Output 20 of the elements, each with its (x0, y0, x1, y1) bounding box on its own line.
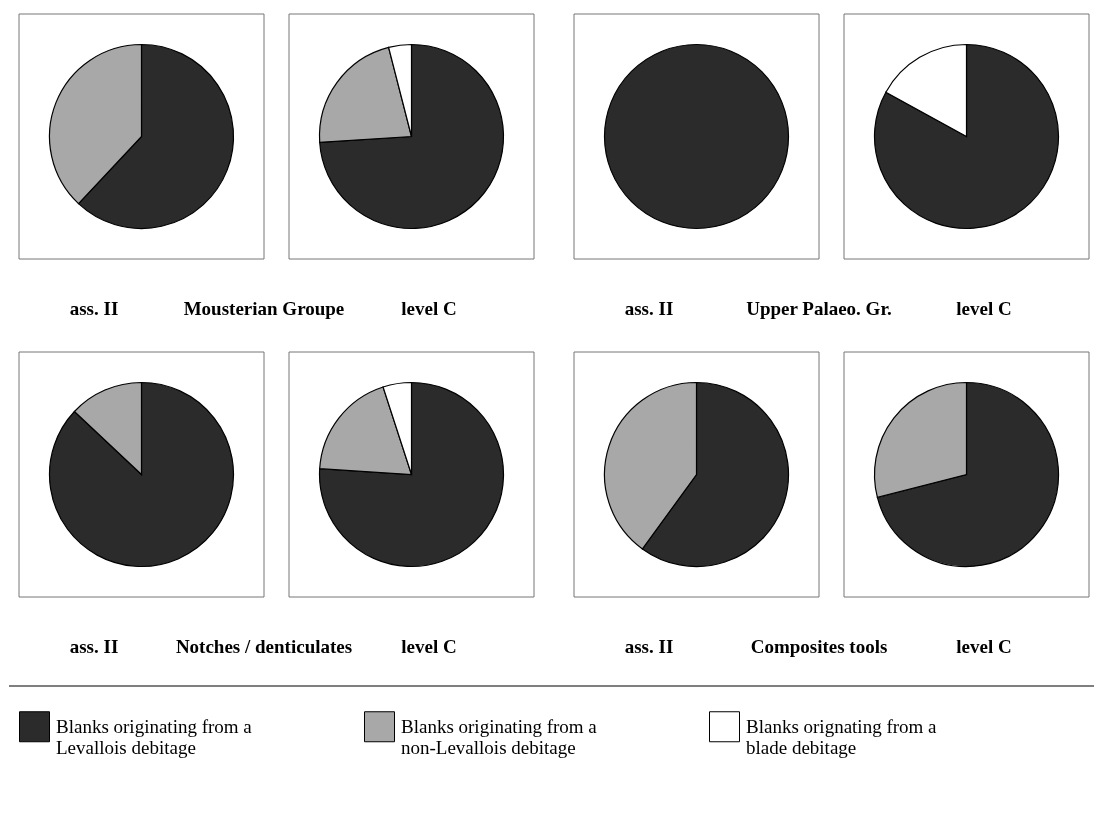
legend-label: Blanks orignating from a blade debitage (746, 715, 938, 758)
text: level C (401, 636, 457, 657)
text: ass. II (69, 636, 119, 657)
text: ass. II (624, 298, 674, 319)
pie-slice (876, 381, 1060, 568)
text: Composites tools (750, 636, 888, 657)
text: level C (401, 298, 457, 319)
legend-label: Blanks originating from a Levallois debitage (56, 715, 253, 758)
pie-slice (319, 381, 505, 568)
text: ass. II (624, 636, 674, 657)
text: level C (956, 636, 1012, 657)
pie-slice (48, 381, 235, 568)
legend-label: Blanks originating from a non-Levallois debitage (401, 715, 598, 758)
text: ass. II (69, 298, 119, 319)
text: Upper Palaeo. Gr. (746, 298, 892, 319)
text: level C (956, 298, 1012, 319)
text: Notches / denticulates (175, 636, 353, 657)
pie-slice (873, 43, 1060, 230)
pie-slice (319, 43, 505, 230)
text: Mousterian Groupe (183, 298, 345, 319)
